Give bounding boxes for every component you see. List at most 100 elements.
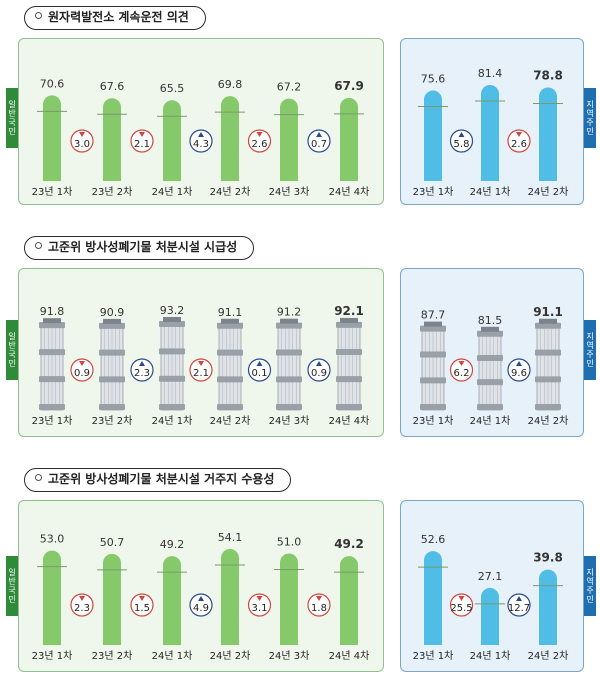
category-label: 23년 2차 xyxy=(92,186,133,198)
canister-band xyxy=(159,321,185,327)
data-label: 78.8 xyxy=(533,68,563,82)
bar-body xyxy=(340,565,358,645)
change-value: 3.0 xyxy=(74,139,90,150)
change-marker xyxy=(70,358,94,382)
canister-cap xyxy=(424,321,442,327)
category-label: 23년 1차 xyxy=(32,415,73,427)
change-value: 3.1 xyxy=(252,603,268,614)
change-value: 12.7 xyxy=(508,603,530,614)
canister-cap xyxy=(103,318,121,324)
canister-band xyxy=(336,321,362,328)
section-title-3-text: 고준위 방사성폐기물 처분시설 거주지 수용성 xyxy=(48,472,275,486)
bar-body xyxy=(280,562,298,645)
category-label: 23년 2차 xyxy=(92,415,133,427)
canister-band xyxy=(477,404,503,410)
canister-band xyxy=(99,322,125,329)
canister-cap xyxy=(43,318,61,324)
data-label: 54.1 xyxy=(218,531,243,544)
data-label: 67.2 xyxy=(277,81,302,94)
down-arrow-icon xyxy=(79,132,85,137)
bar-body xyxy=(280,107,298,181)
down-arrow-icon xyxy=(458,361,465,366)
canister-cap xyxy=(481,326,499,332)
category-label: 24년 2차 xyxy=(528,415,569,427)
up-arrow-icon xyxy=(198,132,204,137)
change-marker xyxy=(70,593,94,617)
up-arrow-icon xyxy=(316,361,322,366)
canister-band xyxy=(336,404,362,410)
section-title-1-text: 원자력발전소 계속운전 의견 xyxy=(48,10,189,24)
change-marker xyxy=(507,358,531,382)
series-local-2: 87.7 23년 1차 81.5 24년 1차 91.1 24년 2차 6.2 9.6 xyxy=(413,305,569,427)
change-marker xyxy=(307,593,331,617)
change-value: 6.2 xyxy=(454,368,470,379)
data-label: 87.7 xyxy=(421,309,446,322)
canister-band xyxy=(99,404,125,410)
bullet-icon xyxy=(35,242,42,249)
data-label: 93.2 xyxy=(160,304,185,317)
data-label: 91.8 xyxy=(40,305,65,318)
canister-cap xyxy=(280,318,298,324)
change-marker xyxy=(247,593,272,617)
canister-band xyxy=(336,349,362,356)
category-label: 23년 1차 xyxy=(413,415,454,427)
canister-band xyxy=(276,349,302,356)
data-label: 49.2 xyxy=(160,538,185,551)
canister-band xyxy=(535,349,561,356)
category-label: 24년 1차 xyxy=(470,650,511,662)
canister-band xyxy=(99,349,125,356)
down-arrow-icon xyxy=(256,132,263,137)
change-value: 4.3 xyxy=(193,139,209,150)
side-tab-general-3: 일반국민 xyxy=(6,556,18,616)
section-title-3: 고준위 방사성폐기물 처분시설 거주지 수용성 xyxy=(24,468,292,492)
data-label: 49.2 xyxy=(334,537,364,551)
change-marker xyxy=(507,593,531,617)
canister-band xyxy=(39,404,65,410)
change-value: 9.6 xyxy=(511,368,527,379)
category-label: 24년 2차 xyxy=(210,650,251,662)
data-label: 92.1 xyxy=(334,304,364,318)
change-value: 2.3 xyxy=(74,603,90,614)
change-value: 0.7 xyxy=(311,139,327,150)
bar-body xyxy=(481,596,499,645)
category-label: 23년 1차 xyxy=(413,186,454,198)
canister-band xyxy=(217,404,243,410)
side-tab-local-1: 지역주민 xyxy=(584,88,596,148)
canister-band xyxy=(159,375,185,382)
category-label: 24년 2차 xyxy=(528,650,569,662)
category-label: 24년 4차 xyxy=(329,415,370,427)
down-arrow-icon xyxy=(458,596,465,601)
canister-band xyxy=(420,325,446,332)
panel-general-1 xyxy=(18,38,384,205)
data-label: 50.7 xyxy=(100,536,125,549)
data-label: 90.9 xyxy=(100,306,125,319)
category-label: 24년 3차 xyxy=(269,186,310,198)
bar-body xyxy=(539,96,557,181)
data-label: 81.4 xyxy=(478,67,503,80)
change-marker xyxy=(449,358,474,382)
change-value: 1.5 xyxy=(134,603,150,614)
category-label: 23년 1차 xyxy=(413,650,454,662)
data-label: 53.0 xyxy=(40,533,65,546)
series-local-3: 52.6 23년 1차 27.1 24년 1차 39.8 24년 2차 25.5 12.7 xyxy=(413,533,569,662)
data-label: 91.1 xyxy=(218,306,243,319)
canister-band xyxy=(535,376,561,383)
bar-body xyxy=(481,94,499,181)
canister-band xyxy=(217,376,243,383)
data-label: 81.5 xyxy=(478,314,503,327)
change-value: 2.1 xyxy=(134,139,150,150)
data-label: 91.1 xyxy=(533,305,563,319)
change-marker xyxy=(189,129,213,153)
bar-body xyxy=(103,107,121,181)
down-arrow-icon xyxy=(256,596,263,601)
side-tab-local-3: 지역주민 xyxy=(584,556,596,616)
side-tab-general-1: 일반국민 xyxy=(6,88,18,148)
up-arrow-icon xyxy=(316,132,322,137)
canister-band xyxy=(420,404,446,410)
canister-band xyxy=(276,322,302,329)
category-label: 24년 2차 xyxy=(528,186,569,198)
data-label: 75.6 xyxy=(421,73,446,86)
up-arrow-icon xyxy=(139,361,145,366)
bullet-icon xyxy=(35,12,42,19)
down-arrow-icon xyxy=(139,596,145,601)
